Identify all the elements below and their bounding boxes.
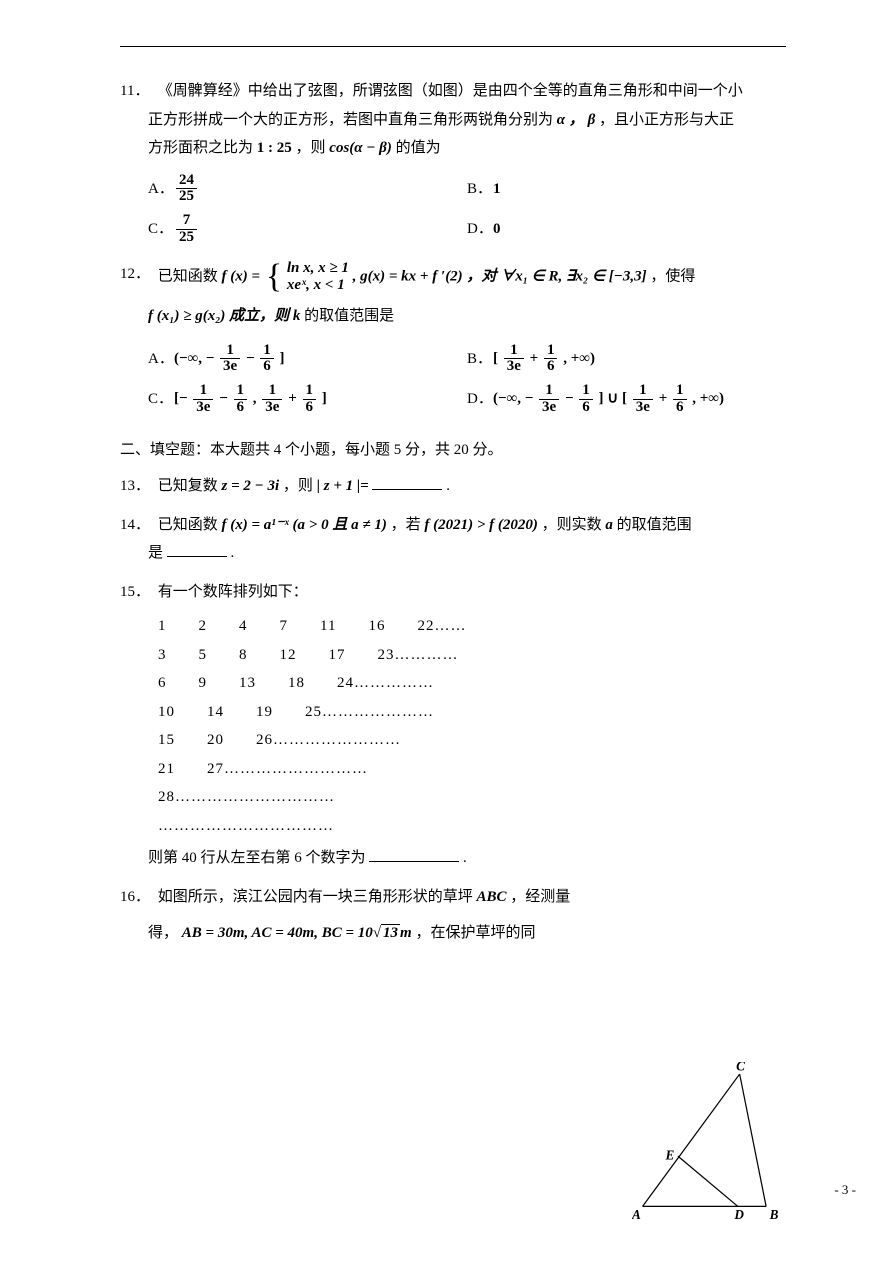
q12-opt-c: C． [− 13e − 16 , 13e + 16 ] <box>148 379 467 420</box>
question-12: 12． 已知函数 f (x) = { ln x, x ≥ 1 xeˣ, x < … <box>120 260 786 420</box>
top-rule <box>120 46 786 47</box>
q15-row: 21 27……………………… <box>158 755 786 784</box>
q16-tri: ABC <box>477 889 507 905</box>
q15-row: 15 20 26…………………… <box>158 726 786 755</box>
q15-number: 15． <box>120 578 154 607</box>
q12-opt-a: A． (−∞, − 13e − 16 ] <box>148 339 467 380</box>
q14-b: ，若 <box>391 517 425 533</box>
q11-optA-frac: 24 25 <box>176 173 197 206</box>
q15-row: 28………………………… <box>158 783 786 812</box>
q14-number: 14． <box>120 511 154 540</box>
q12-piecewise: ln x, x ≥ 1 xeˣ, x < 1 <box>287 260 349 295</box>
brace-icon: { <box>266 260 282 294</box>
q16-line2a: 得， <box>148 925 178 941</box>
q16-a: 如图所示，滨江公园内有一块三角形形状的草坪 <box>158 889 477 905</box>
q11-expr: cos(α − β) <box>329 140 392 156</box>
svg-text:C: C <box>736 1062 745 1074</box>
q14-fx: f (x) = a¹⁻ˣ (a > 0 且 a ≠ 1) <box>222 517 387 533</box>
q11-number: 11． <box>120 77 154 106</box>
q12-number: 12． <box>120 260 154 289</box>
question-16: 16． 如图所示，滨江公园内有一块三角形形状的草坪 ABC ，经测量 得， AB… <box>120 883 786 948</box>
svg-text:A: A <box>632 1207 641 1222</box>
q14-c: ，则实数 <box>542 517 606 533</box>
svg-text:B: B <box>769 1207 779 1222</box>
q14-avar: a <box>605 517 613 533</box>
q12-line2a: f (x₁) ≥ g(x₂) 成立，则 <box>148 308 293 324</box>
q15-row: 10 14 19 25………………… <box>158 698 786 727</box>
q12-opt-b: B． [ 13e + 16 , +∞) <box>467 339 786 380</box>
q11-opt-c: C． 7 25 <box>148 209 467 250</box>
q12-lead: 已知函数 <box>158 268 222 284</box>
q12-k: k <box>293 308 301 324</box>
svg-text:E: E <box>665 1148 675 1163</box>
q13-a: 已知复数 <box>158 478 222 494</box>
q11-line1: 《周髀算经》中给出了弦图，所谓弦图（如图）是由四个全等的直角三角形和中间一个小 <box>158 83 743 99</box>
q15-row: 6 9 13 18 24…………… <box>158 669 786 698</box>
q11-line3c: 的值为 <box>396 140 441 156</box>
q14-a: 已知函数 <box>158 517 222 533</box>
q16-number: 16． <box>120 883 154 912</box>
q12-cond: ，对 ∀x₁ ∈ R, ∃x₂ ∈ [−3,3] <box>466 268 646 284</box>
question-13: 13． 已知复数 z = 2 − 3i ，则 | z + 1 |= . <box>120 472 786 501</box>
q15-array: 1 2 4 7 11 16 22……3 5 8 12 17 23…………6 9 … <box>120 612 786 840</box>
q14-line2: 是 <box>148 545 163 561</box>
q15-row: …………………………… <box>158 812 786 841</box>
q11-ratio: 1 : 25 <box>257 140 292 156</box>
q12-cond2: ，使得 <box>650 268 695 284</box>
q11-opt-a: A． 24 25 <box>148 169 467 210</box>
q14-cond: f (2021) > f (2020) <box>424 517 538 533</box>
q11-opt-b: B． 1 <box>467 169 786 210</box>
q11-line2b: ，且小正方形与大正 <box>599 112 734 128</box>
q13-mod: | z + 1 |= <box>317 478 369 494</box>
q11-vars: α ， β <box>557 112 595 128</box>
q12-opt-d: D． (−∞, − 13e − 16 ] ∪ [ 13e + 16 , +∞) <box>467 379 786 420</box>
q11-line2a: 正方形拼成一个大的正方形，若图中直角三角形两锐角分别为 <box>148 112 553 128</box>
q15-row: 1 2 4 7 11 16 22…… <box>158 612 786 641</box>
q15-row: 3 5 8 12 17 23………… <box>158 641 786 670</box>
page-number: - 3 - <box>834 1182 856 1198</box>
q13-blank <box>372 473 442 491</box>
q11-line3b: ，则 <box>296 140 326 156</box>
q16-line2b: ，在保护草坪的同 <box>415 925 535 941</box>
q11-optC-frac: 7 25 <box>176 213 197 246</box>
q11-line3a: 方形面积之比为 <box>148 140 253 156</box>
q15-lead: 有一个数阵排列如下： <box>158 584 308 600</box>
q12-options: A． (−∞, − 13e − 16 ] B． [ 13e + <box>148 339 786 420</box>
q13-number: 13． <box>120 472 154 501</box>
question-14: 14． 已知函数 f (x) = a¹⁻ˣ (a > 0 且 a ≠ 1) ，若… <box>120 511 786 568</box>
q16-b: ，经测量 <box>510 889 570 905</box>
q11-opt-d: D． 0 <box>467 209 786 250</box>
q12-line2b: 的取值范围是 <box>304 308 394 324</box>
section-2-heading: 二、填空题：本大题共 4 个小题，每小题 5 分，共 20 分。 <box>120 436 786 465</box>
question-15: 15． 有一个数阵排列如下： 1 2 4 7 11 16 22……3 5 8 1… <box>120 578 786 873</box>
q12-fx: f (x) = <box>222 268 264 284</box>
q15-tail: 则第 40 行从左至右第 6 个数字为 <box>148 850 366 866</box>
q14-blank <box>167 540 227 558</box>
q11-options: A． 24 25 B． 1 C． 7 25 <box>148 169 786 250</box>
question-11: 11． 《周髀算经》中给出了弦图，所谓弦图（如图）是由四个全等的直角三角形和中间… <box>120 77 786 250</box>
q15-blank <box>369 845 459 863</box>
q16-meas: AB = 30m, AC = 40m, BC = 10√13m <box>182 925 416 941</box>
q16-figure: C A B D E <box>632 1062 782 1222</box>
svg-text:D: D <box>733 1207 744 1222</box>
q13-b: ，则 <box>283 478 317 494</box>
q13-expr: z = 2 − 3i <box>222 478 280 494</box>
q14-d: 的取值范围 <box>617 517 692 533</box>
q12-gx: , g(x) = kx + f ′(2) <box>353 268 463 284</box>
